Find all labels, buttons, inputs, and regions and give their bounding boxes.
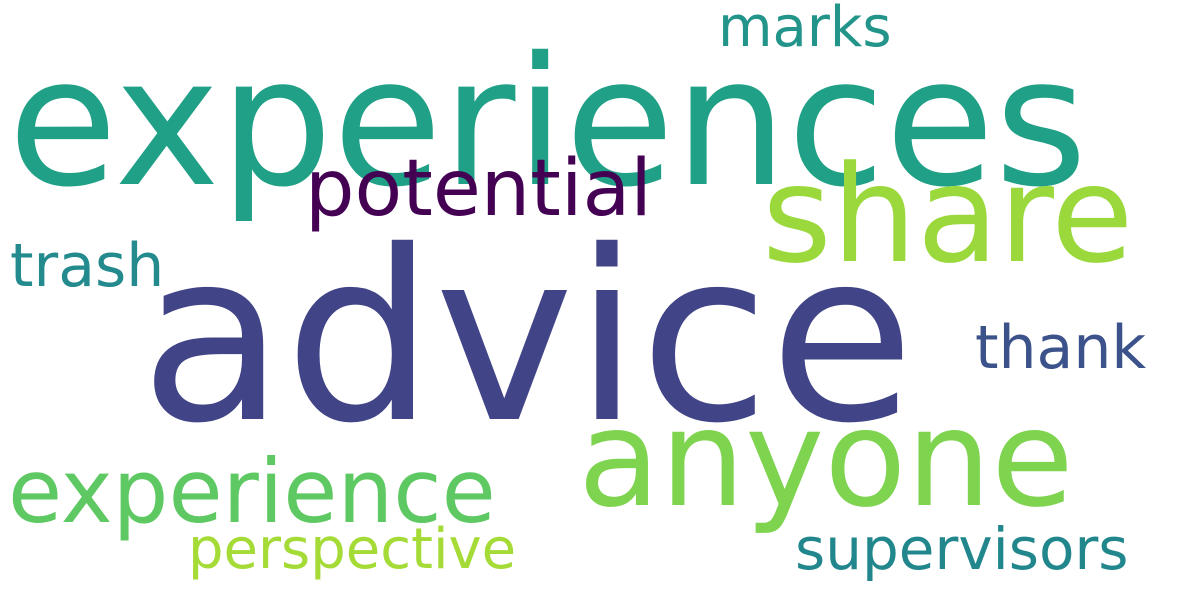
word-share: share <box>762 137 1134 293</box>
word-advice: advice <box>140 200 915 475</box>
word-anyone: anyone <box>578 381 1074 537</box>
word-potential: potential <box>305 144 652 234</box>
word-trash: trash <box>10 231 165 301</box>
word-marks: marks <box>718 0 892 60</box>
word-perspective: perspective <box>188 517 517 582</box>
word-experience: experience <box>8 440 496 543</box>
word-thank: thank <box>975 313 1147 383</box>
word-supervisors: supervisors <box>795 515 1129 583</box>
word-experiences: experiences <box>8 19 1088 226</box>
